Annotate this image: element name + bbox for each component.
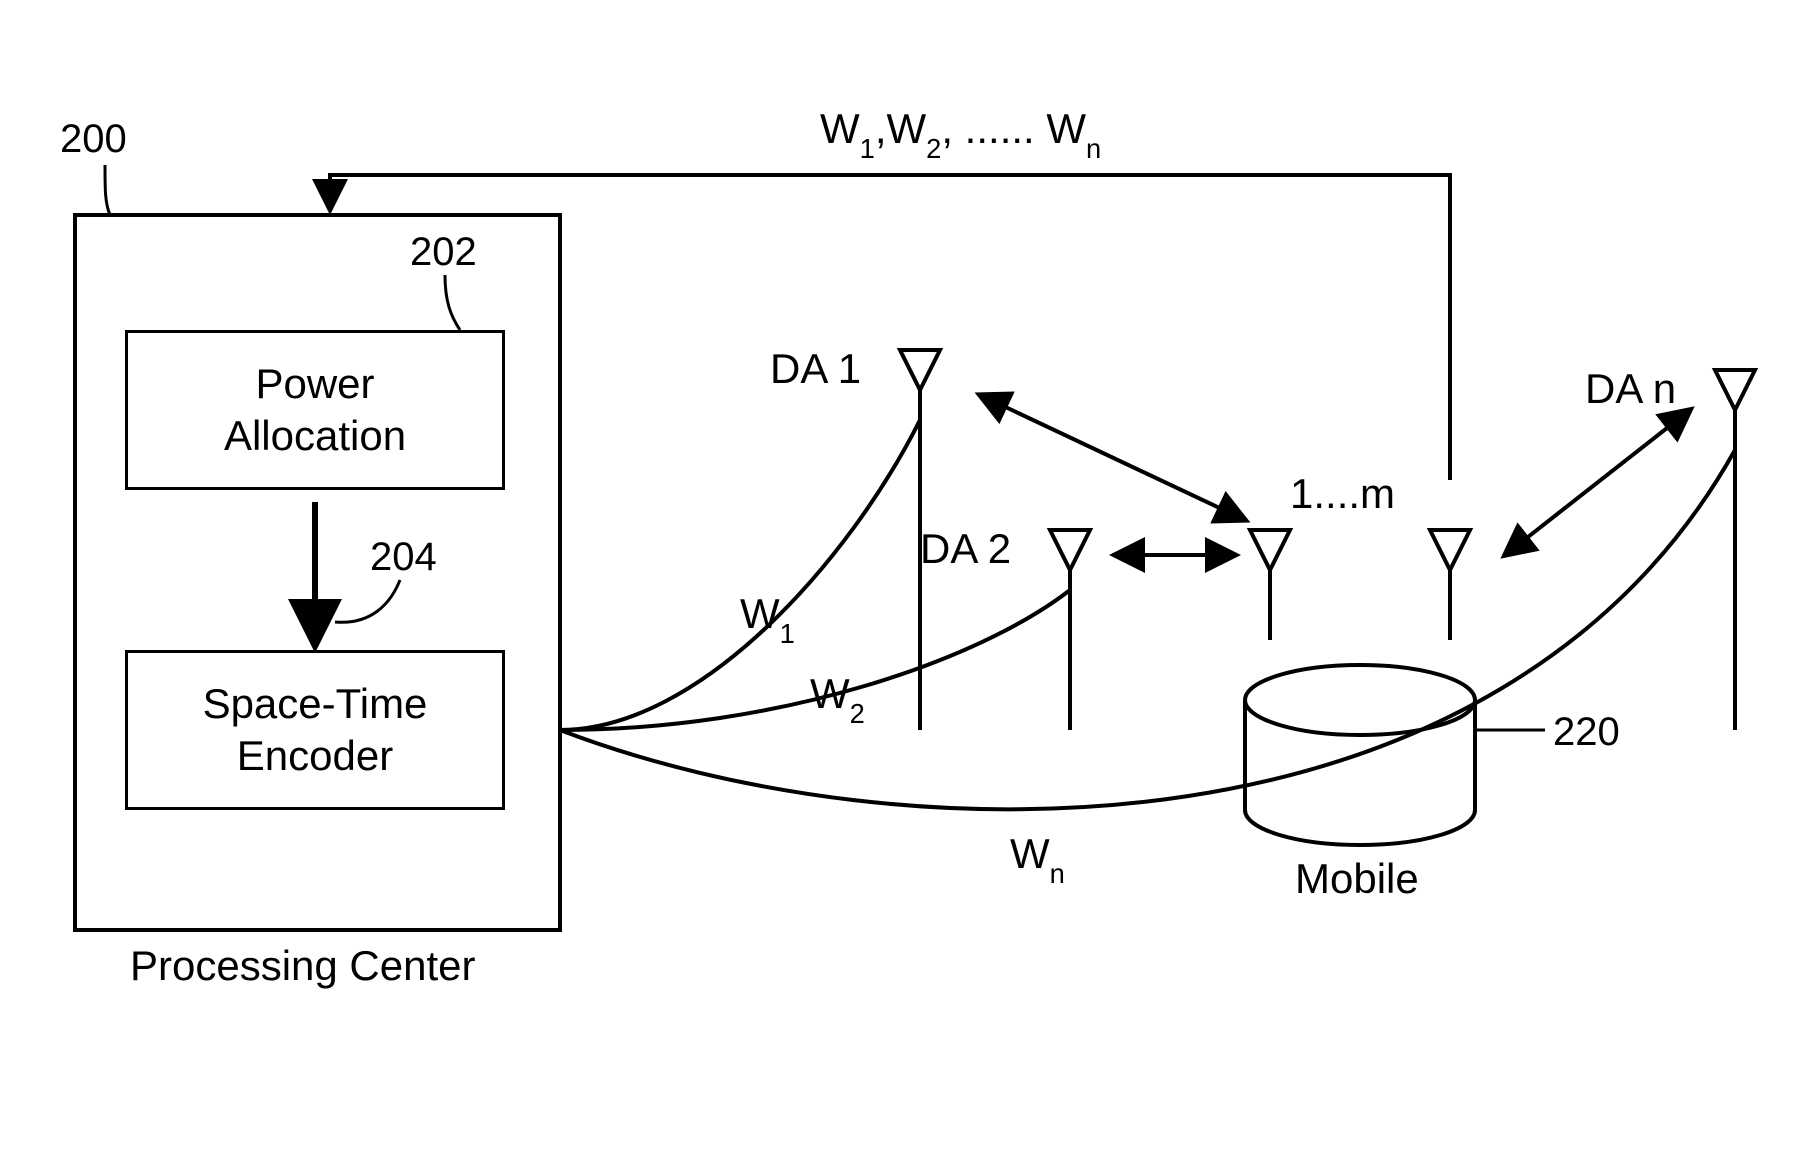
ref-202: 202 [410,230,477,275]
antenna-icon [1715,370,1755,410]
space-time-encoder-label: Space-TimeEncoder [203,678,428,783]
power-allocation-box: PowerAllocation [125,330,505,490]
ref-220: 220 [1553,710,1620,755]
mobile-range-label: 1....m [1290,470,1395,518]
antenna-icon [1050,530,1090,570]
space-time-encoder-box: Space-TimeEncoder [125,650,505,810]
feedback-weights-label: W1,W2, ...... Wn [820,105,1101,159]
antenna-label-da2: DA 2 [920,525,1011,573]
antenna-label-da1: DA 1 [770,345,861,393]
mobile-caption: Mobile [1295,855,1419,903]
antenna-label-dan: DA n [1585,365,1676,413]
processing-center-caption: Processing Center [130,942,476,990]
link-label-w1: W1 [740,590,795,644]
link-encoder-dan [560,450,1735,809]
antenna-icon [900,350,940,390]
link-label-w2: W2 [810,670,865,724]
da1-mobile-arrow [980,395,1245,520]
antenna-icon [1430,530,1470,570]
antenna-icon [1250,530,1290,570]
dan-mobile-arrow [1505,410,1690,555]
power-allocation-label: PowerAllocation [224,358,406,463]
link-label-wn: Wn [1010,830,1065,884]
ref-200: 200 [60,117,127,162]
ref-204: 204 [370,535,437,580]
mobile-cylinder-top [1245,665,1475,735]
